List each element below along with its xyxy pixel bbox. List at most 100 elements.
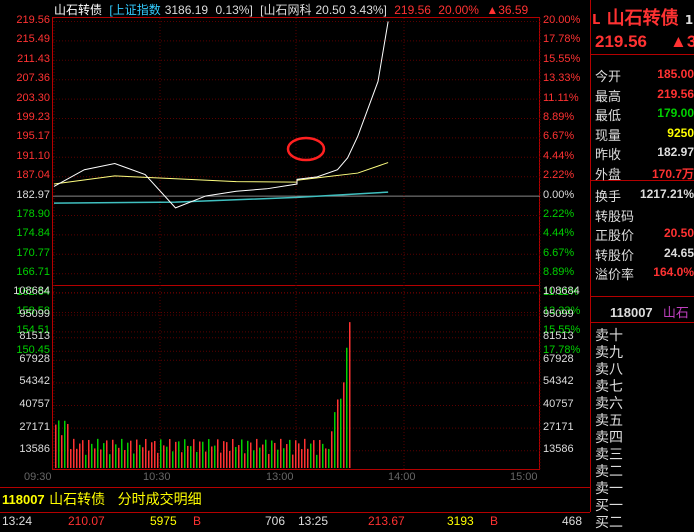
order-level[interactable]: 卖二 [595, 464, 623, 480]
volume-bar [136, 439, 138, 468]
volume-bar [310, 443, 312, 468]
trade-detail-row: 13:24 210.07 5975 B 706 13:25 213.67 319… [0, 514, 590, 529]
stat-value: 1217.21% [639, 187, 694, 201]
code-row: 118007 山石 [592, 302, 694, 321]
volume-bar [55, 424, 57, 468]
volume-tick-right: 54342 [543, 375, 574, 388]
bond-name: 山石转债 [54, 3, 103, 17]
stat-row: 昨收 182.97 [592, 144, 694, 162]
stat-label: 外盘 [595, 167, 622, 182]
volume-bar [262, 444, 264, 468]
pct-tick: 4.44% [543, 227, 575, 240]
stat-label: 正股价 [595, 229, 635, 243]
volume-bar [235, 447, 237, 468]
stat-value: 20.50 [663, 226, 694, 240]
volume-bar [73, 438, 75, 468]
price-line [53, 21, 389, 209]
pct-tick: 11.11% [543, 91, 579, 104]
pct-tick: 2.22% [543, 208, 575, 220]
volume-bar [271, 440, 273, 468]
volume-bar [298, 443, 300, 468]
volume-bar [118, 447, 120, 468]
order-level[interactable]: 买一 [595, 498, 623, 514]
volume-bar [175, 441, 177, 468]
price-tick: 191.10 [16, 149, 50, 162]
volume-bar [349, 322, 351, 468]
volume-bar [244, 453, 246, 468]
order-level[interactable]: 卖八 [595, 362, 623, 378]
pct-tick: 0.00% [543, 188, 575, 201]
pct-tick: 17.78% [543, 343, 581, 356]
stock-label[interactable]: [山石网科 [260, 3, 312, 17]
stock-pct: 3.43%] [349, 3, 387, 17]
price-tick: 150.45 [16, 343, 50, 356]
pct-tick: 15.55% [543, 52, 581, 65]
volume-bar [151, 442, 153, 468]
volume-tick: 81513 [19, 330, 50, 343]
trade-detail-title: 118007 山石转债 分时成交明细 [0, 489, 590, 511]
stat-label: 转股码 [595, 209, 635, 224]
order-level[interactable]: 卖三 [595, 447, 623, 463]
price-tick: 158.58 [16, 305, 50, 317]
stat-row: 现量 9250 [592, 125, 694, 143]
volume-bar [217, 439, 219, 468]
volume-bar [133, 453, 135, 468]
volume-bar [337, 399, 339, 468]
order-level[interactable]: 卖九 [595, 345, 623, 361]
order-level[interactable]: 卖六 [595, 396, 623, 412]
volume-bar [247, 440, 249, 468]
index-value: 3186.19 [164, 3, 209, 17]
stat-label: 最低 [595, 109, 622, 123]
volume-bar [178, 441, 180, 468]
volume-tick: 13586 [19, 443, 50, 456]
price-tick: 162.64 [16, 285, 50, 298]
volume-tick-right: 40757 [543, 398, 574, 410]
volume-bar [67, 423, 69, 468]
volume-bar [268, 453, 270, 468]
volume-bar [145, 438, 147, 468]
volume-tick-right: 108684 [543, 285, 580, 297]
stat-value: 179.00 [657, 106, 694, 120]
order-level[interactable]: 卖五 [595, 413, 623, 429]
stat-label: 转股价 [595, 248, 635, 263]
order-level[interactable]: 卖十 [595, 328, 623, 344]
volume-tick: 40757 [19, 398, 50, 410]
stat-label: 现量 [595, 128, 622, 143]
stat-row: 溢价率 164.0% [592, 264, 694, 282]
pct-tick: 2.22% [543, 169, 575, 182]
volume-bar [322, 443, 324, 468]
chart-header: 山石转债 [上证指数 3186.19 0.13%] [山石网科 20.50 3.43%… [54, 1, 532, 18]
volume-bar [106, 440, 108, 468]
pct-tick: 11.11% [543, 285, 579, 298]
volume-bar [214, 445, 216, 468]
order-level[interactable]: 卖四 [595, 430, 623, 446]
bond-pct: 20.00% [438, 3, 479, 17]
volume-bar [82, 440, 84, 468]
volume-bar [181, 452, 183, 468]
order-level[interactable]: 卖七 [595, 379, 623, 395]
index-label[interactable]: [上证指数 [109, 3, 161, 17]
panel-price: 219.56 [595, 32, 647, 51]
order-level[interactable]: 买二 [595, 515, 623, 531]
volume-bar [316, 454, 318, 468]
volume-bar [301, 449, 303, 468]
trade-volume-1: 5975 [150, 514, 177, 528]
volume-bar [139, 444, 141, 468]
volume-bar [169, 439, 171, 468]
stat-row: 换手 1217.21% [592, 186, 694, 204]
detail-title: 分时成交明细 [117, 492, 202, 508]
volume-bar [325, 448, 327, 468]
price-tick: 207.36 [16, 72, 50, 85]
trade-count-1: 706 [265, 514, 286, 528]
order-level[interactable]: 卖一 [595, 481, 623, 497]
panel-title: L 山石转债 1 [592, 4, 694, 30]
bond-price: 219.56 [394, 3, 431, 17]
panel-code: 118007 [610, 305, 653, 320]
volume-bar [103, 443, 105, 468]
volume-bar [256, 438, 258, 468]
volume-bar [313, 440, 315, 468]
volume-bar [238, 445, 240, 468]
volume-bar [79, 443, 81, 468]
stat-value: 24.65 [663, 245, 694, 260]
